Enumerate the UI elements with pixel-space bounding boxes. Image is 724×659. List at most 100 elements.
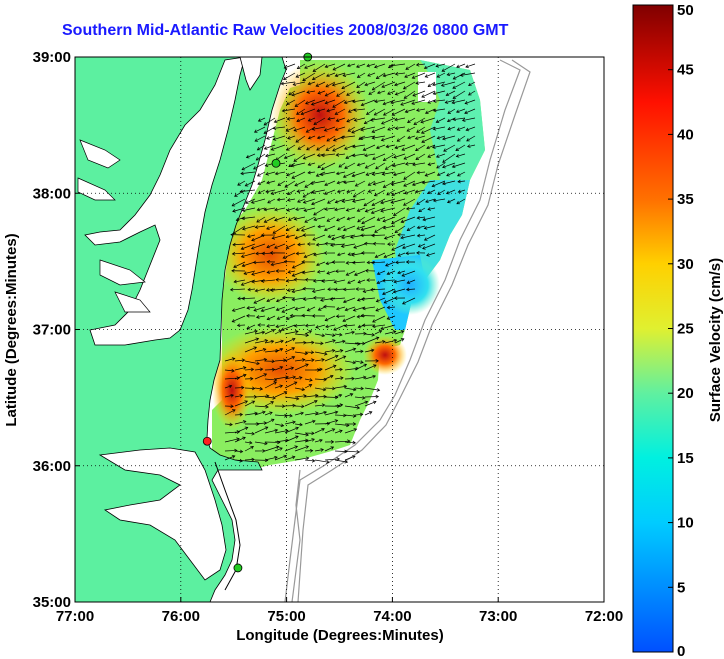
velocity-arrow	[266, 225, 276, 230]
velocity-arrow-head	[295, 139, 300, 143]
velocity-arrow	[317, 270, 326, 273]
velocity-arrow	[364, 153, 376, 157]
velocity-arrow	[403, 198, 416, 206]
velocity-arrow-head	[264, 426, 269, 430]
x-tick-label: 74:00	[373, 608, 411, 625]
velocity-arrow	[368, 90, 376, 95]
velocity-arrow-head	[382, 225, 387, 230]
velocity-arrow	[368, 189, 376, 193]
velocity-arrow-head	[304, 184, 308, 188]
velocity-arrow	[360, 135, 376, 140]
velocity-arrow-head	[405, 287, 410, 292]
velocity-arrow	[266, 288, 276, 291]
velocity-arrow-head	[251, 431, 255, 436]
velocity-arrow-head	[301, 260, 305, 264]
velocity-arrow	[244, 400, 255, 407]
velocity-arrow-head	[352, 194, 357, 198]
velocity-arrow-head	[275, 277, 279, 282]
velocity-arrow-head	[304, 219, 308, 223]
velocity-arrow	[332, 81, 346, 86]
velocity-arrow-head	[237, 182, 241, 186]
velocity-arrow-head	[253, 300, 258, 304]
velocity-arrow-head	[340, 376, 344, 380]
velocity-arrow-head	[376, 280, 381, 285]
velocity-arrow	[294, 99, 306, 107]
velocity-arrow-head	[374, 64, 378, 69]
velocity-arrow-head	[451, 100, 456, 105]
velocity-arrow	[354, 387, 364, 390]
velocity-arrow-head	[370, 348, 375, 353]
velocity-arrow-head	[323, 128, 328, 132]
velocity-arrow-head	[286, 101, 290, 106]
velocity-arrow-head	[358, 136, 362, 140]
velocity-arrow-head	[323, 394, 327, 399]
velocity-arrow	[386, 189, 396, 196]
velocity-arrow	[294, 432, 309, 436]
velocity-arrow	[330, 243, 346, 246]
velocity-arrow-head	[338, 393, 343, 398]
velocity-arrow	[247, 234, 256, 238]
velocity-arrow-head	[336, 189, 341, 194]
velocity-arrow-head	[291, 337, 296, 342]
velocity-arrow-head	[321, 333, 326, 338]
velocity-arrow-head	[294, 445, 299, 449]
velocity-arrow	[427, 207, 436, 210]
velocity-arrow-head	[323, 377, 327, 382]
velocity-arrow-head	[293, 158, 297, 162]
velocity-arrow-head	[335, 118, 340, 122]
velocity-arrow-head	[264, 163, 269, 167]
y-tick-label: 35:00	[33, 594, 71, 611]
velocity-arrow-head	[346, 216, 351, 221]
velocity-arrow	[365, 162, 376, 169]
velocity-arrow-head	[234, 448, 238, 453]
velocity-arrow	[366, 171, 376, 176]
velocity-arrow	[308, 162, 316, 166]
velocity-arrow-head	[400, 235, 404, 240]
velocity-arrow	[383, 108, 396, 116]
velocity-arrow-head	[306, 242, 311, 246]
velocity-arrow	[313, 216, 326, 221]
velocity-arrow	[344, 99, 356, 104]
velocity-arrow	[286, 99, 296, 105]
velocity-arrow-head	[302, 233, 306, 237]
velocity-arrow-head	[307, 162, 312, 167]
velocity-arrow-head	[323, 251, 328, 255]
velocity-arrow	[433, 90, 446, 95]
velocity-arrow	[376, 72, 386, 79]
velocity-arrow	[377, 90, 386, 94]
velocity-arrow	[230, 288, 246, 291]
velocity-arrow-head	[342, 174, 347, 178]
velocity-arrow	[244, 338, 259, 344]
velocity-arrow	[334, 414, 346, 416]
velocity-arrow	[344, 367, 359, 371]
velocity-arrow-head	[338, 164, 343, 168]
velocity-arrow	[294, 445, 309, 452]
velocity-arrow	[357, 279, 366, 283]
velocity-arrow-head	[400, 102, 404, 106]
velocity-arrow-head	[295, 74, 300, 78]
velocity-arrow	[366, 63, 376, 67]
velocity-arrow	[324, 349, 335, 353]
colorbar-tick-label: 50	[677, 2, 694, 19]
velocity-arrow	[301, 225, 316, 232]
velocity-arrow	[451, 99, 466, 104]
velocity-arrow	[296, 252, 306, 255]
velocity-arrow	[436, 162, 446, 169]
velocity-arrow-head	[311, 358, 315, 362]
velocity-arrow	[397, 252, 406, 257]
velocity-arrow	[291, 90, 306, 96]
velocity-arrow	[457, 126, 466, 131]
velocity-arrow-head	[302, 194, 307, 198]
velocity-arrow-head	[444, 100, 449, 104]
velocity-arrow	[436, 117, 446, 123]
velocity-arrow	[276, 306, 286, 311]
velocity-arrow-head	[415, 156, 420, 160]
velocity-arrow-head	[274, 207, 278, 212]
velocity-arrow-head	[272, 137, 277, 141]
velocity-arrow	[406, 126, 416, 132]
velocity-arrow	[284, 338, 296, 344]
velocity-arrow-head	[382, 157, 387, 162]
velocity-arrow-head	[229, 422, 233, 427]
velocity-arrow-head	[306, 307, 311, 312]
